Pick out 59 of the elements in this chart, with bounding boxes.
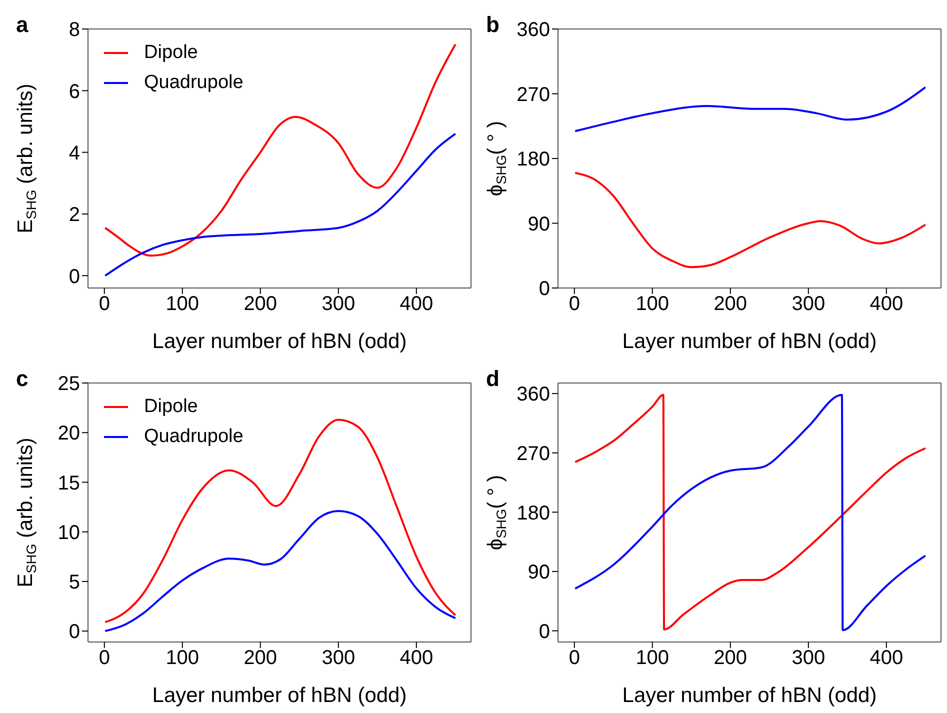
x-tick-label: 400 <box>400 293 434 316</box>
legend-label: Quadrupole <box>144 425 244 449</box>
x-tick-label: 200 <box>714 647 748 670</box>
x-tick-label: 300 <box>792 293 826 316</box>
y-tick-label: 90 <box>528 562 550 584</box>
x-tick-label: 100 <box>166 293 200 316</box>
x-tick-label: 400 <box>870 647 904 670</box>
y-tick-label: 90 <box>528 213 550 236</box>
x-axis-title: Layer number of hBN (odd) <box>152 330 407 353</box>
x-tick-label: 400 <box>400 647 434 670</box>
y-tick-label: 8 <box>68 19 80 42</box>
y-tick-label: 20 <box>58 422 80 445</box>
y-tick-label: 0 <box>538 278 550 300</box>
y-tick-label: 0 <box>68 621 80 644</box>
y-tick-label: 180 <box>516 148 550 171</box>
x-tick-label: 0 <box>568 293 580 316</box>
y-tick-label: 270 <box>516 84 550 106</box>
x-axis-title: Layer number of hBN (odd) <box>152 684 407 707</box>
x-tick-label: 200 <box>244 647 278 670</box>
y-tick-label: 4 <box>68 142 80 164</box>
line-series <box>104 43 456 257</box>
text: a <box>16 12 28 38</box>
line-series <box>104 418 456 624</box>
line-series <box>574 86 926 132</box>
x-axis-title: Layer number of hBN (odd) <box>622 684 877 707</box>
y-tick-label: 360 <box>516 19 550 42</box>
y-tick-label: 0 <box>538 620 550 643</box>
y-tick-label: 10 <box>58 522 80 544</box>
y-tick-label: 25 <box>58 373 80 396</box>
x-tick-label: 200 <box>714 293 748 316</box>
line-series <box>104 132 456 277</box>
x-tick-label: 200 <box>244 293 278 316</box>
line-series <box>104 510 456 632</box>
text: c <box>16 366 28 392</box>
x-tick-label: 300 <box>322 293 356 316</box>
text: b <box>486 12 500 38</box>
legend-label: Dipole <box>144 395 198 419</box>
x-tick-label: 100 <box>636 647 670 670</box>
x-tick-label: 0 <box>98 647 110 670</box>
line-series <box>574 172 926 268</box>
y-tick-label: 360 <box>516 384 550 406</box>
x-tick-label: 100 <box>636 293 670 316</box>
x-tick-label: 400 <box>870 293 904 316</box>
x-tick-label: 0 <box>568 647 580 670</box>
x-tick-label: 100 <box>166 647 200 670</box>
x-tick-label: 0 <box>98 293 110 316</box>
legend-label: Dipole <box>144 41 198 65</box>
x-axis-title: Layer number of hBN (odd) <box>622 330 877 353</box>
legend-label: Quadrupole <box>144 71 244 95</box>
x-tick-label: 300 <box>322 647 356 670</box>
x-tick-label: 300 <box>792 647 826 670</box>
y-tick-label: 6 <box>68 80 80 103</box>
y-tick-label: 0 <box>68 266 80 288</box>
y-tick-label: 180 <box>516 502 550 524</box>
y-tick-label: 15 <box>58 472 80 494</box>
y-tick-label: 5 <box>68 572 80 594</box>
y-tick-label: 270 <box>516 442 550 465</box>
text: d <box>486 366 500 392</box>
y-tick-label: 2 <box>68 204 80 226</box>
